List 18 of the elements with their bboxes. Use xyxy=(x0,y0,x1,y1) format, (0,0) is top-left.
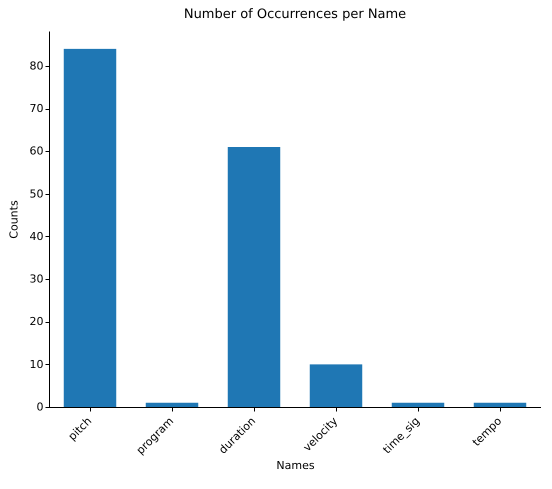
bar xyxy=(228,146,280,407)
bar xyxy=(474,402,526,407)
y-tick-label: 60 xyxy=(30,144,44,158)
y-tick-label: 50 xyxy=(30,187,44,200)
chart-title: Number of Occurrences per Name xyxy=(184,7,406,22)
bar xyxy=(146,402,198,407)
y-tick-label: 80 xyxy=(30,59,44,72)
y-tick-label: 0 xyxy=(36,400,44,414)
x-axis-title: Names xyxy=(276,459,315,472)
y-tick-label: 40 xyxy=(30,230,44,243)
bar xyxy=(310,364,362,407)
y-tick-label: 10 xyxy=(30,358,44,371)
y-axis-title: Counts xyxy=(8,200,21,239)
bar xyxy=(392,402,444,407)
bar xyxy=(64,48,116,407)
y-tick-label: 20 xyxy=(30,315,44,328)
y-tick-label: 70 xyxy=(30,102,44,116)
y-tick-label: 30 xyxy=(30,272,44,286)
